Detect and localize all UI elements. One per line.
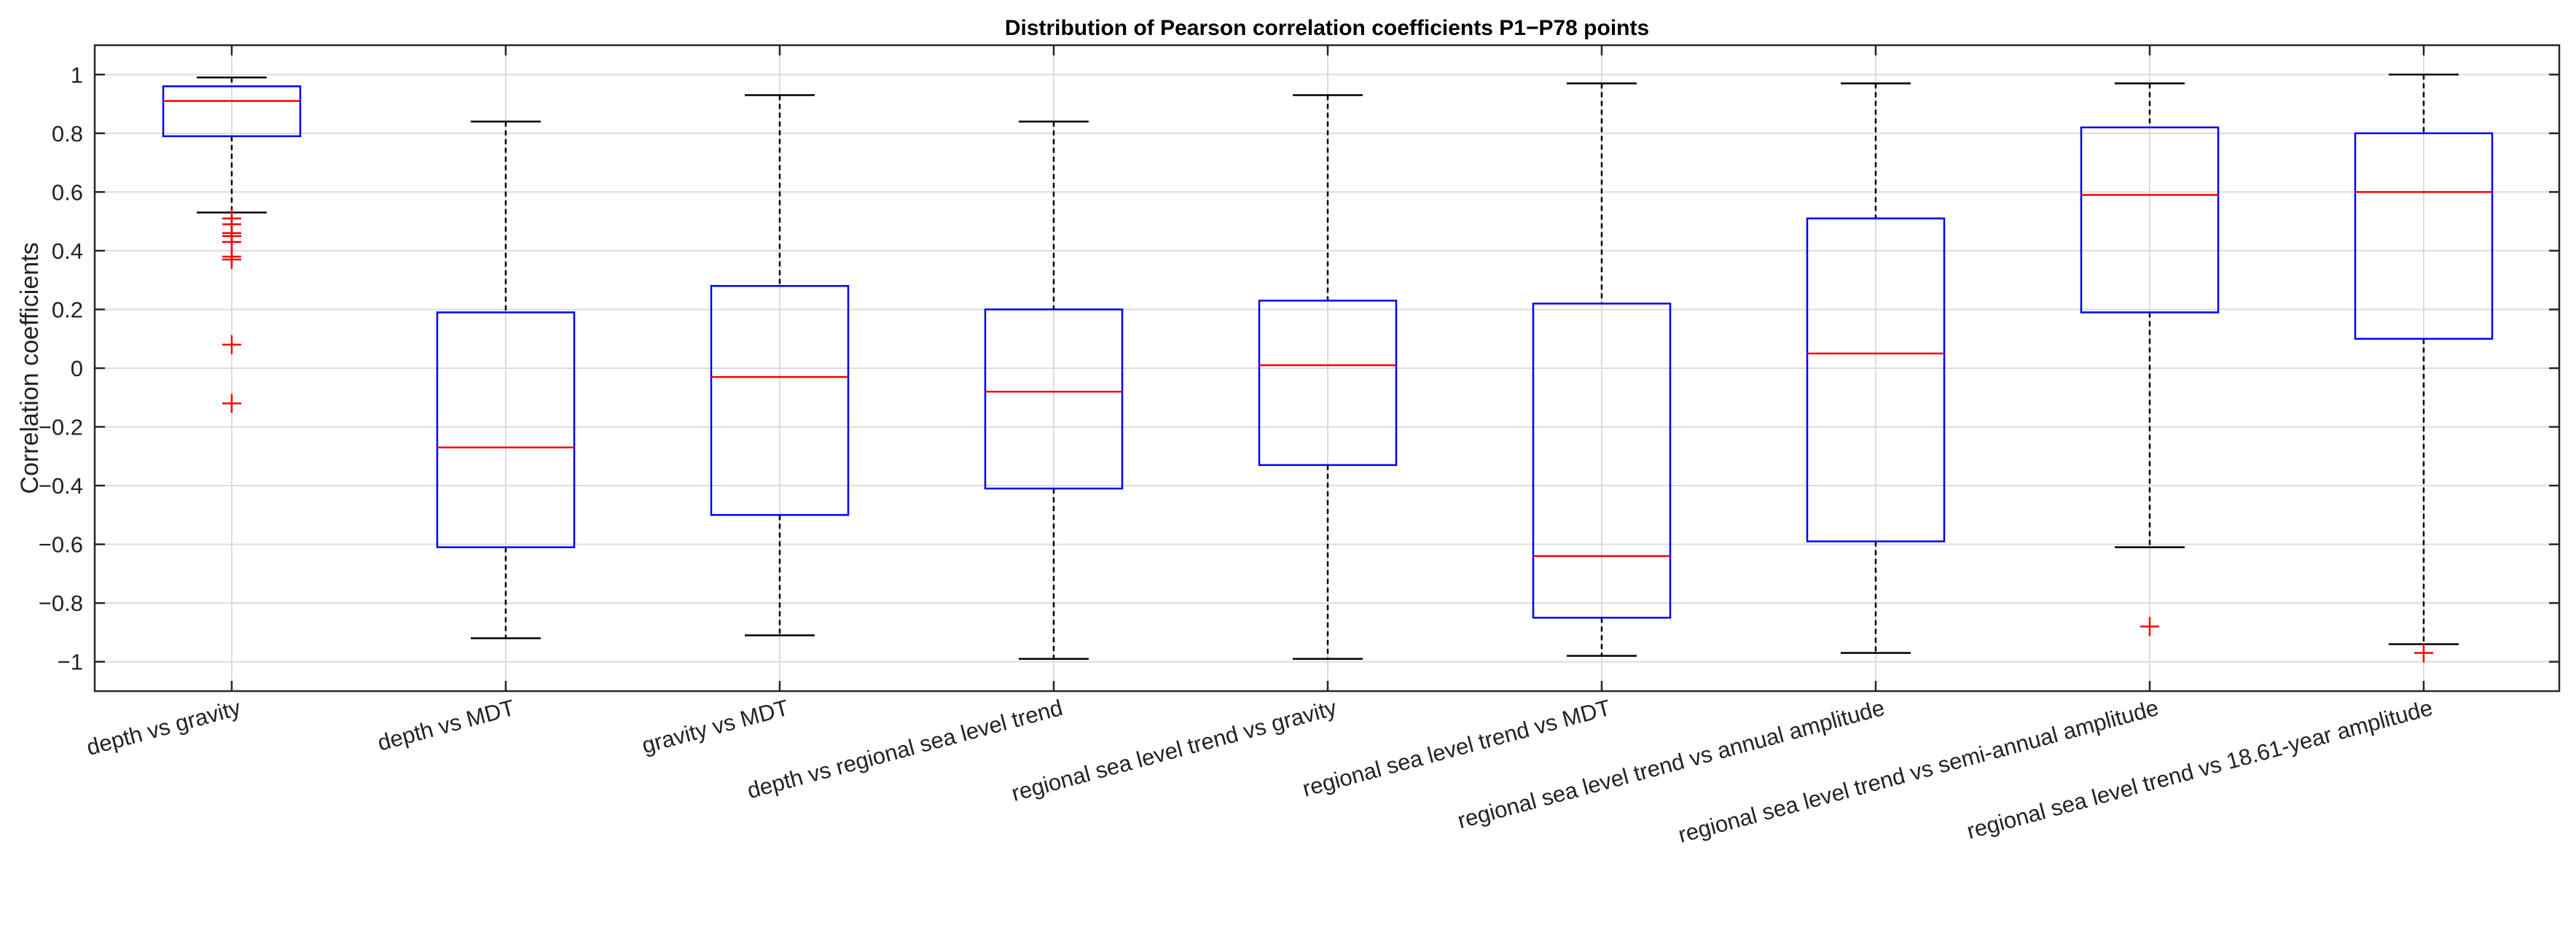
iqr-box	[1258, 300, 1398, 467]
x-category-label: regional sea level trend vs semi-annual …	[1675, 695, 2161, 848]
y-tick-label: −0.4	[39, 473, 83, 499]
y-tick-label: 0.2	[52, 297, 83, 322]
grid-lines	[95, 45, 2559, 691]
y-tick-label: 1	[71, 62, 83, 87]
iqr-box	[1532, 303, 1672, 619]
x-category-label: depth vs gravity	[84, 695, 243, 760]
outlier-point	[222, 249, 241, 269]
x-category-label: regional sea level trend vs annual ampli…	[1455, 695, 1887, 833]
y-tick-label: −0.6	[39, 532, 83, 558]
box-group	[1258, 94, 1398, 660]
y-tick-label: 0	[71, 356, 83, 381]
box-group	[2354, 74, 2494, 663]
iqr-box	[2080, 126, 2220, 313]
y-tick-label: −0.2	[39, 415, 83, 440]
y-tick-label: 0.4	[52, 238, 83, 264]
y-axis-ticks: 1 0.8 0.6 0.4 0.2 0 −0.2 −0.4 −0.6 −0.8 −1	[39, 62, 2559, 675]
x-category-label: regional sea level trend vs 18.61-year a…	[1964, 695, 2435, 844]
chart-title: Distribution of Pearson correlation coef…	[1005, 16, 1649, 40]
x-category-label: depth vs MDT	[375, 695, 517, 756]
outlier-point	[222, 335, 241, 354]
x-category-label: gravity vs MDT	[639, 695, 791, 758]
box-group	[710, 94, 850, 636]
outlier-point	[2140, 617, 2159, 636]
iqr-box	[710, 284, 850, 516]
y-tick-label: −0.8	[39, 591, 83, 616]
y-axis-label: Correlation coefficients	[16, 242, 44, 494]
iqr-box	[984, 308, 1124, 490]
y-tick-label: 0.6	[52, 179, 83, 205]
y-tick-label: 0.8	[52, 121, 83, 147]
box-group	[1532, 82, 1672, 657]
boxes-layer	[162, 74, 2494, 663]
box-group	[2080, 82, 2220, 636]
box-group	[984, 120, 1124, 660]
iqr-box	[162, 85, 302, 138]
box-group	[436, 120, 576, 639]
outlier-point	[2414, 643, 2433, 663]
iqr-box	[436, 311, 576, 548]
outlier-point	[222, 394, 241, 413]
iqr-box	[1806, 217, 1946, 542]
box-group	[1806, 82, 1946, 654]
box-group	[162, 77, 302, 413]
iqr-box	[2354, 132, 2494, 340]
y-tick-label: −1	[58, 650, 83, 675]
